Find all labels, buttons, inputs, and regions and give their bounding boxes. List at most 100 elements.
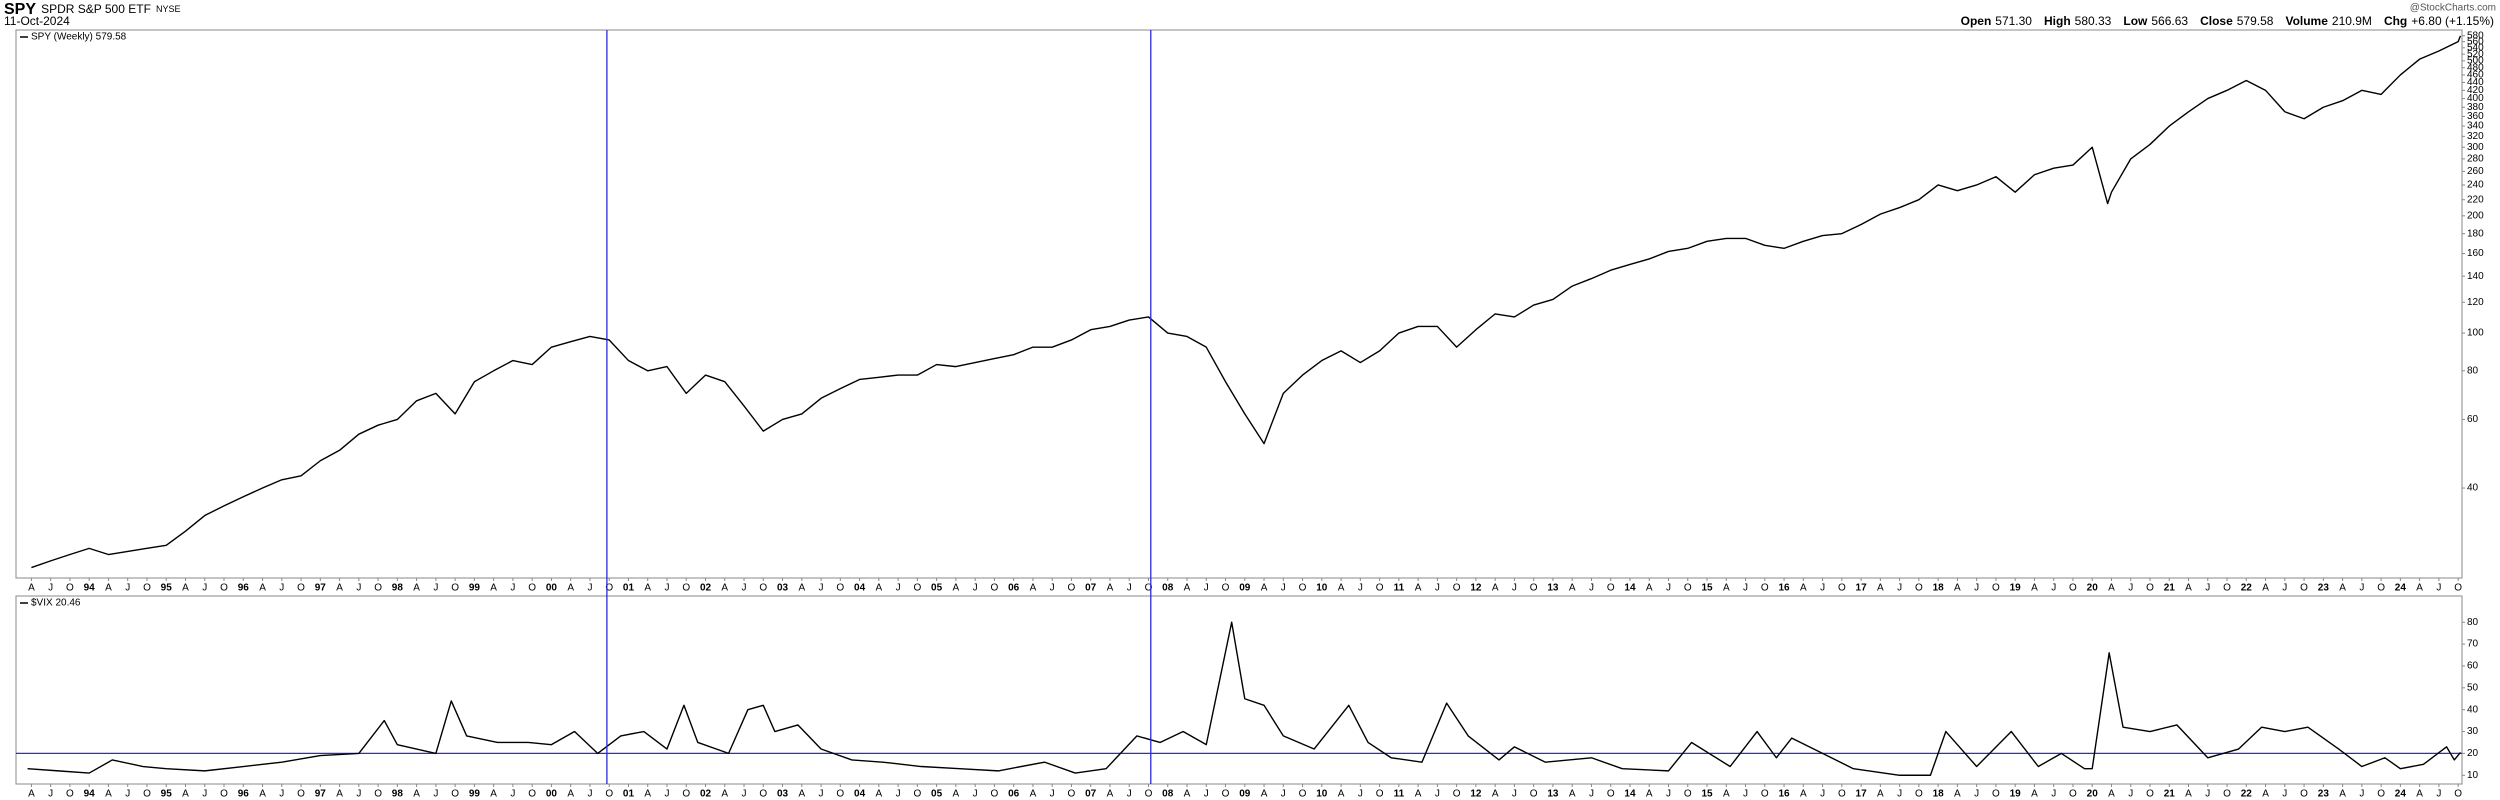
x-tick-label: 99 <box>469 789 481 800</box>
x-tick-label: A <box>953 789 960 800</box>
x-tick-label: A <box>644 789 651 800</box>
x-tick-label: 13 <box>1547 789 1559 800</box>
x-tick-label: O <box>297 583 305 594</box>
y-tick-label: 260 <box>2467 166 2484 177</box>
x-tick-label: J <box>1820 789 1825 800</box>
x-tick-label: J <box>1050 583 1055 594</box>
x-tick-label: O <box>682 583 690 594</box>
x-tick-label: O <box>374 789 382 800</box>
quote-label: High <box>2044 14 2071 28</box>
x-tick-label: 00 <box>546 789 558 800</box>
x-tick-label: A <box>2262 583 2269 594</box>
quote-value: 571.30 <box>1995 14 2032 28</box>
x-tick-label: 99 <box>469 583 481 594</box>
x-tick-label: J <box>202 583 207 594</box>
x-tick-label: 11 <box>1394 583 1405 594</box>
quote-value: 580.33 <box>2075 14 2112 28</box>
x-tick-label: 10 <box>1316 583 1328 594</box>
x-tick-label: O <box>1453 583 1461 594</box>
y-tick-label: 60 <box>2467 661 2479 672</box>
x-tick-label: J <box>896 789 901 800</box>
x-tick-label: 23 <box>2318 583 2330 594</box>
x-tick-label: O <box>1992 789 2000 800</box>
x-tick-label: A <box>567 789 574 800</box>
x-tick-label: 04 <box>854 583 866 594</box>
x-tick-label: J <box>2436 583 2441 594</box>
x-tick-label: O <box>1299 789 1307 800</box>
x-tick-label: J <box>973 583 978 594</box>
x-tick-label: 04 <box>854 789 866 800</box>
x-tick-label: 06 <box>1008 789 1020 800</box>
y-tick-label: 140 <box>2467 271 2484 282</box>
x-tick-label: A <box>1184 789 1191 800</box>
y-tick-label: 500 <box>2467 55 2484 66</box>
x-tick-label: A <box>1800 583 1807 594</box>
x-tick-label: 17 <box>1856 583 1868 594</box>
y-tick-label: 120 <box>2467 297 2484 308</box>
y-tick-label: 420 <box>2467 85 2484 96</box>
x-tick-label: 13 <box>1547 583 1559 594</box>
x-tick-label: 01 <box>623 789 635 800</box>
y-tick-label: 440 <box>2467 77 2484 88</box>
x-tick-label: A <box>1415 583 1422 594</box>
x-tick-label: 95 <box>161 583 173 594</box>
x-tick-label: J <box>1127 789 1132 800</box>
x-tick-label: J <box>356 583 361 594</box>
x-tick-label: A <box>1107 789 1114 800</box>
x-tick-label: J <box>1281 583 1286 594</box>
x-tick-label: J <box>48 583 53 594</box>
x-tick-label: J <box>1974 789 1979 800</box>
quote-label: Close <box>2200 14 2233 28</box>
x-tick-label: O <box>1145 789 1153 800</box>
x-tick-label: A <box>1107 583 1114 594</box>
x-tick-label: 02 <box>700 789 712 800</box>
x-tick-label: A <box>567 583 574 594</box>
x-tick-label: J <box>819 583 824 594</box>
y-tick-label: 280 <box>2467 154 2484 165</box>
quote-value: 210.9M <box>2332 14 2372 28</box>
x-tick-label: O <box>528 789 536 800</box>
x-tick-label: 14 <box>1624 789 1636 800</box>
panel-frame <box>15 29 2463 579</box>
panel-frame <box>15 595 2463 785</box>
x-tick-label: O <box>1299 583 1307 594</box>
x-tick-label: A <box>2416 583 2423 594</box>
x-tick-label: O <box>2223 789 2231 800</box>
x-tick-label: 16 <box>1778 583 1790 594</box>
x-tick-label: A <box>1723 583 1730 594</box>
x-tick-label: 11 <box>1394 789 1405 800</box>
x-tick-label: J <box>1820 583 1825 594</box>
x-tick-label: J <box>1512 789 1517 800</box>
x-tick-label: O <box>991 583 999 594</box>
x-tick-label: O <box>1761 583 1769 594</box>
legend-label: SPY (Weekly) 579.58 <box>31 32 127 43</box>
y-tick-label: 80 <box>2467 365 2479 376</box>
y-tick-label: 300 <box>2467 142 2484 153</box>
x-tick-label: 20 <box>2087 789 2099 800</box>
exchange: NYSE <box>156 4 181 14</box>
y-tick-label: 200 <box>2467 210 2484 221</box>
x-tick-label: J <box>1204 583 1209 594</box>
x-tick-label: J <box>587 789 592 800</box>
x-tick-label: A <box>644 583 651 594</box>
x-tick-label: 98 <box>392 789 404 800</box>
x-tick-label: 94 <box>84 789 96 800</box>
x-tick-label: O <box>1607 789 1615 800</box>
x-tick-label: 01 <box>623 583 635 594</box>
x-tick-label: 17 <box>1856 789 1868 800</box>
x-tick-label: 22 <box>2241 789 2253 800</box>
x-tick-label: A <box>28 789 35 800</box>
x-tick-label: 07 <box>1085 789 1097 800</box>
x-tick-label: 15 <box>1701 789 1713 800</box>
x-tick-label: A <box>2031 583 2038 594</box>
x-tick-label: J <box>1358 789 1363 800</box>
x-tick-label: 21 <box>2164 789 2176 800</box>
y-tick-label: 100 <box>2467 328 2484 339</box>
y-tick-label: 180 <box>2467 228 2484 239</box>
x-tick-label: A <box>1492 789 1499 800</box>
x-tick-label: 19 <box>2010 583 2022 594</box>
x-tick-label: O <box>1453 789 1461 800</box>
x-tick-label: O <box>836 789 844 800</box>
date: 11-Oct-2024 <box>4 14 70 28</box>
